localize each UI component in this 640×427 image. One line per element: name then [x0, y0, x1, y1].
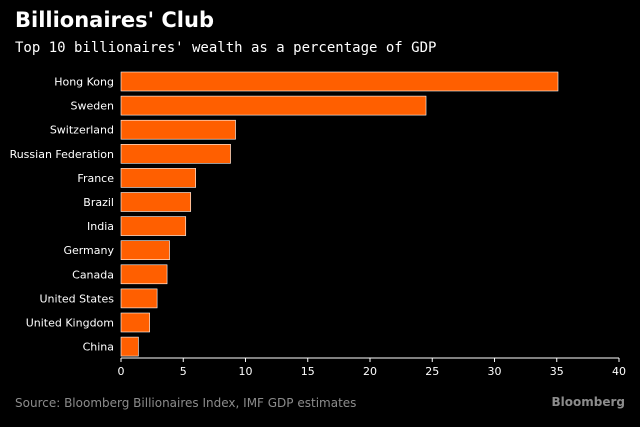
category-label: France	[77, 172, 114, 185]
x-tick-label: 10	[239, 365, 253, 378]
bar-brazil	[120, 192, 192, 212]
x-tick-label: 15	[301, 365, 315, 378]
bar-india	[120, 216, 187, 236]
category-label: India	[87, 220, 114, 233]
bar-united-states	[120, 288, 158, 309]
x-tick-label: 5	[180, 365, 187, 378]
brand-logo: Bloomberg	[551, 395, 626, 409]
bar-hong-kong	[120, 71, 559, 92]
bar-russian-federation	[120, 144, 231, 164]
x-axis-ticks: 0 5 10 15 20 25 30 35 40	[118, 358, 626, 378]
bar-france	[120, 168, 196, 188]
bar-canada	[120, 264, 168, 285]
bars-group	[120, 71, 559, 357]
x-tick-label: 40	[612, 365, 626, 378]
category-labels: Hong Kong Sweden Switzerland Russian Federa…	[10, 76, 115, 354]
category-label: United States	[40, 292, 115, 305]
category-label: Sweden	[71, 100, 114, 113]
x-tick-label: 20	[363, 365, 377, 378]
category-label: Germany	[63, 244, 114, 257]
x-tick-label: 0	[118, 365, 125, 378]
bar-china	[120, 336, 139, 357]
category-label: Hong Kong	[54, 76, 114, 89]
category-label: China	[83, 341, 114, 354]
bar-switzerland	[120, 119, 236, 140]
category-label: United Kingdom	[26, 317, 114, 330]
chart-title: Billionaires' Club	[15, 8, 214, 32]
x-tick-label: 35	[550, 365, 564, 378]
category-label: Switzerland	[50, 124, 114, 137]
chart-subtitle: Top 10 billionaires' wealth as a percent…	[15, 40, 437, 56]
x-tick-label: 25	[425, 365, 439, 378]
category-label: Russian Federation	[10, 148, 114, 161]
category-label: Brazil	[83, 196, 114, 209]
bar-united-kingdom	[120, 312, 150, 333]
bar-sweden	[120, 95, 427, 116]
source-note: Source: Bloomberg Billionaires Index, IM…	[15, 396, 357, 410]
category-label: Canada	[72, 268, 114, 281]
x-tick-label: 30	[488, 365, 502, 378]
bar-germany	[120, 240, 170, 260]
